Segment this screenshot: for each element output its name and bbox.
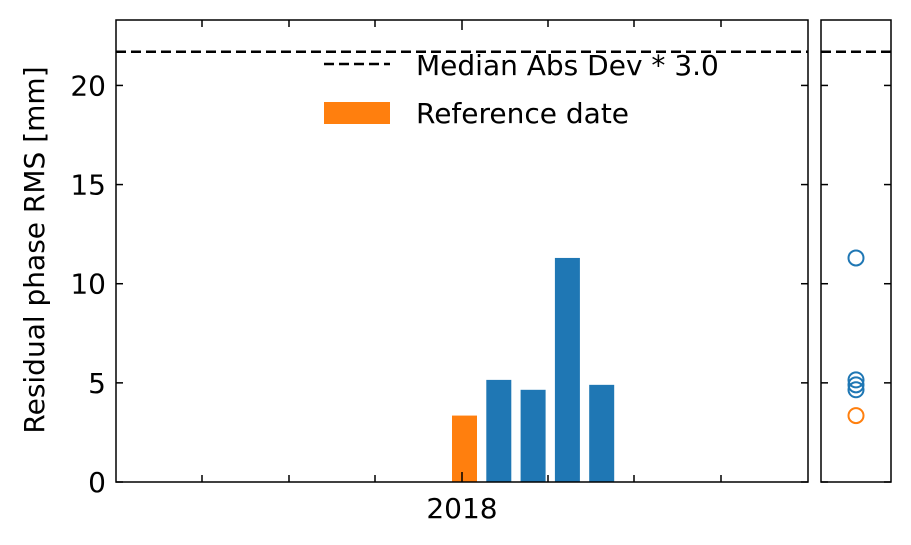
legend-reference-label: Reference date [416, 97, 629, 130]
main-plot-frame [115, 19, 809, 483]
side-point [847, 381, 865, 399]
y-axis-label: Residual phase RMS [mm] [18, 66, 51, 433]
x-tick-label: 2018 [426, 492, 497, 525]
legend-reference-swatch [324, 102, 390, 124]
side-points-group [847, 249, 865, 425]
rms-bar [520, 389, 546, 482]
reference-date-bar [452, 415, 477, 482]
rms-bar [486, 379, 512, 482]
legend-threshold-label: Median Abs Dev * 3.0 [416, 49, 719, 82]
main-ticks-group: 0 5 10 15 20 2018 [70, 20, 808, 525]
side-point [847, 407, 865, 425]
y-tick-label: 0 [88, 466, 106, 499]
main-bars-group [452, 257, 615, 482]
legend: Median Abs Dev * 3.0 Reference date [324, 49, 719, 130]
side-point [847, 376, 865, 394]
y-tick-label: 5 [88, 367, 106, 400]
y-tick-label: 20 [70, 69, 106, 102]
side-point [847, 371, 865, 389]
rms-bar [554, 257, 580, 482]
side-point [847, 249, 865, 267]
side-plot-frame [820, 19, 892, 483]
y-tick-label: 15 [70, 169, 106, 202]
y-tick-label: 10 [70, 268, 106, 301]
rms-bar [589, 384, 615, 482]
